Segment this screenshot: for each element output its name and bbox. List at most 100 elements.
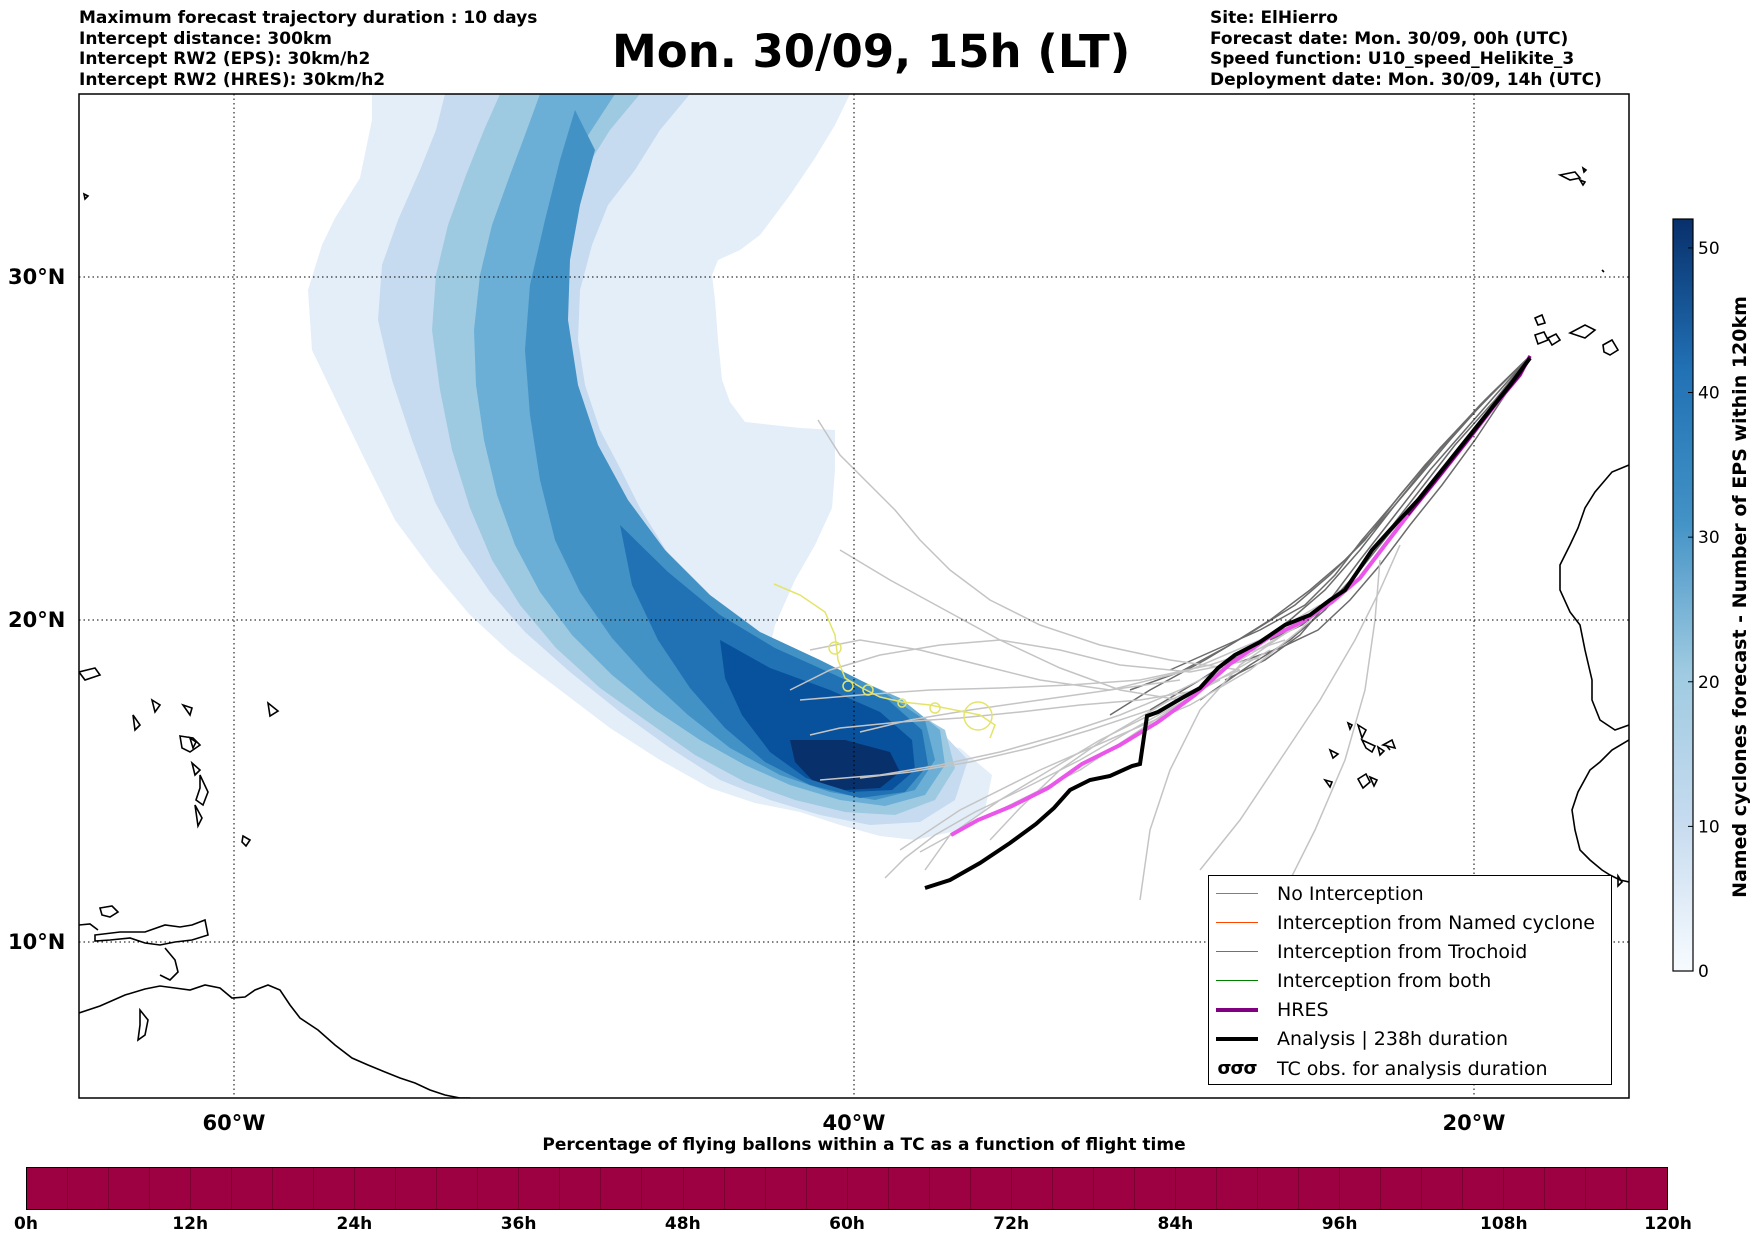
info-line-forecast-date: Forecast date: Mon. 30/09, 00h (UTC) xyxy=(1210,28,1569,49)
map-frame xyxy=(78,93,1630,1099)
info-line-intercept-distance: Intercept distance: 300km xyxy=(79,28,332,49)
colorbar-tick-label: 30 xyxy=(1698,528,1720,548)
hres-track xyxy=(950,355,1532,837)
coast-cape-verde xyxy=(1356,772,1371,790)
coast-africa-tiny xyxy=(1617,873,1624,888)
legend-row-named-cyclone: Interception from Named cyclone xyxy=(1209,908,1595,937)
time-tick-label: 60h xyxy=(829,1214,865,1234)
trajectory-dark xyxy=(1129,355,1531,691)
time-tick-label: 0h xyxy=(14,1214,38,1234)
coast-lesser-antilles xyxy=(82,192,90,201)
percentage-bar-segment xyxy=(807,1168,848,1209)
time-tick-label: 84h xyxy=(1157,1214,1194,1234)
percentage-bar-segment xyxy=(766,1168,807,1209)
coast-canary xyxy=(1567,324,1597,339)
legend-label: HRES xyxy=(1277,998,1329,1021)
info-block-right: Site: ElHierro Forecast date: Mon. 30/09… xyxy=(1210,8,1602,90)
legend-row-analysis: Analysis | 238h duration xyxy=(1209,1024,1508,1053)
lon-label-20w: 20°W xyxy=(1443,1111,1506,1135)
trajectory-light xyxy=(819,624,1301,781)
percentage-bar-segment xyxy=(478,1168,520,1209)
legend-label: Analysis | 238h duration xyxy=(1277,1027,1509,1050)
percentage-bar-segment xyxy=(150,1168,192,1209)
trajectory-light xyxy=(859,604,1321,733)
legend-swatch xyxy=(1216,951,1258,952)
page-title: Mon. 30/09, 15h (LT) xyxy=(612,25,1131,78)
percentage-bar-segment xyxy=(355,1168,397,1209)
lat-label-10n: 10°N xyxy=(8,930,65,954)
percentage-bar-segment xyxy=(1012,1168,1053,1209)
percentage-bar-segment xyxy=(1586,1168,1628,1209)
trajectory-light xyxy=(839,549,1181,701)
coast-lesser-antilles xyxy=(190,760,202,777)
tc-loop xyxy=(862,684,874,696)
coastlines xyxy=(79,166,1629,1098)
percentage-bar-segment xyxy=(232,1168,274,1209)
percentage-bar-segment xyxy=(684,1168,725,1209)
lon-label-40w: 40°W xyxy=(823,1111,886,1135)
tc-loop xyxy=(929,702,941,714)
legend-label: No Interception xyxy=(1277,882,1424,905)
legend-label: TC obs. for analysis duration xyxy=(1277,1057,1548,1080)
colorbar-tick-label: 40 xyxy=(1698,384,1720,404)
colorbar-tick-label: 50 xyxy=(1698,239,1720,259)
density-band-2 xyxy=(432,94,955,815)
percentage-bar-segment xyxy=(1422,1168,1464,1209)
percentage-bar-segment xyxy=(1340,1168,1382,1209)
percentage-bar-segment xyxy=(519,1168,561,1209)
percentage-bar xyxy=(26,1167,1668,1210)
percentage-bar-segment xyxy=(889,1168,930,1209)
info-line-deployment-date: Deployment date: Mon. 30/09, 14h (UTC) xyxy=(1210,69,1602,90)
percentage-bar-segment xyxy=(109,1168,151,1209)
lon-label-60w: 60°W xyxy=(203,1111,266,1135)
info-line-duration: Maximum forecast trajectory duration : 1… xyxy=(79,8,538,28)
legend-label: Interception from Named cyclone xyxy=(1277,911,1595,934)
coast-lesser-antilles xyxy=(132,714,142,732)
tc-loop xyxy=(828,641,842,655)
info-block-left: Maximum forecast trajectory duration : 1… xyxy=(79,8,537,90)
trajectory-light xyxy=(1139,629,1291,901)
percentage-bar-segment xyxy=(68,1168,110,1209)
tc-loop xyxy=(963,701,993,731)
tc-observation-track xyxy=(773,583,996,739)
lat-label-30n: 30°N xyxy=(8,265,65,289)
colorbar-ticks: 0 10 20 30 40 50 xyxy=(1688,239,1720,982)
coast-island xyxy=(136,1007,149,1042)
coast-cape-verde xyxy=(1376,745,1386,757)
coast-canary xyxy=(1546,332,1562,347)
legend-row-trochoid: Interception from Trochoid xyxy=(1209,937,1527,966)
percentage-bar-segment xyxy=(971,1168,1012,1209)
coast-lesser-antilles xyxy=(195,774,209,807)
coast-africa xyxy=(1559,464,1629,731)
coast-lesser-antilles xyxy=(180,703,193,717)
coast-lesser-antilles xyxy=(79,667,102,681)
analysis-track xyxy=(924,356,1532,890)
legend-swatch xyxy=(1216,922,1258,923)
tc-loop xyxy=(897,698,907,708)
legend-row-both: Interception from both xyxy=(1209,966,1491,995)
trajectory-dark xyxy=(1169,355,1531,671)
coast-island xyxy=(159,947,179,981)
percentage-bar-segment xyxy=(27,1168,69,1209)
percentage-bar-segment xyxy=(601,1168,643,1209)
percentage-bar-segment xyxy=(930,1168,971,1209)
coast-canary xyxy=(1533,331,1550,346)
percentage-bar-segment xyxy=(273,1168,315,1209)
trajectory-dark xyxy=(1224,355,1531,681)
tc-loop xyxy=(842,680,854,692)
time-tick-label: 108h xyxy=(1480,1214,1528,1234)
percentage-bar-segment xyxy=(1504,1168,1546,1209)
trajectory-light xyxy=(817,419,1241,671)
legend-swatch xyxy=(1216,980,1258,981)
percentage-bar-segment xyxy=(1094,1168,1135,1209)
legend-swatch xyxy=(1216,1007,1258,1012)
cyclone-density-swath xyxy=(308,94,992,840)
percentage-bar-segment xyxy=(396,1168,438,1209)
legend-row-hres: HRES xyxy=(1209,995,1329,1024)
coast-cape-verde xyxy=(1360,738,1377,754)
legend-swatch xyxy=(1216,1036,1258,1041)
info-line-site: Site: ElHierro xyxy=(1210,8,1338,28)
coast-cape-verde xyxy=(1346,721,1354,732)
percentage-bar-segment xyxy=(642,1168,684,1209)
coast-caribbean-south-america xyxy=(79,984,470,1098)
